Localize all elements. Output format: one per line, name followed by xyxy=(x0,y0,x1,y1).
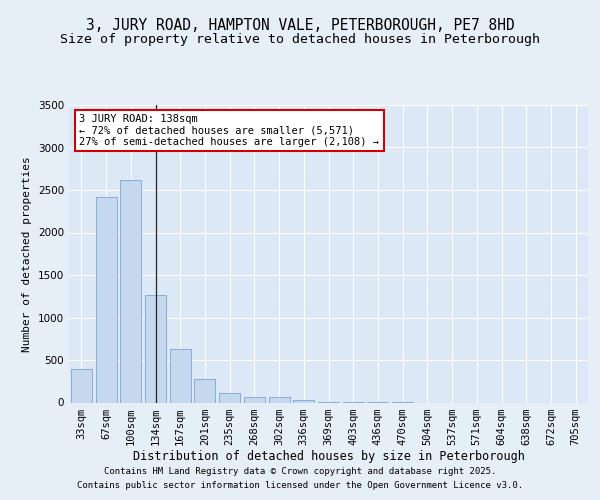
Text: Size of property relative to detached houses in Peterborough: Size of property relative to detached ho… xyxy=(60,32,540,46)
Bar xyxy=(95,197,116,402)
X-axis label: Distribution of detached houses by size in Peterborough: Distribution of detached houses by size … xyxy=(133,450,524,464)
Bar xyxy=(219,392,240,402)
Bar xyxy=(170,349,191,403)
Bar xyxy=(145,294,166,403)
Bar xyxy=(244,398,265,402)
Text: 3 JURY ROAD: 138sqm
← 72% of detached houses are smaller (5,571)
27% of semi-det: 3 JURY ROAD: 138sqm ← 72% of detached ho… xyxy=(79,114,379,147)
Bar xyxy=(71,368,92,402)
Text: Contains HM Land Registry data © Crown copyright and database right 2025.: Contains HM Land Registry data © Crown c… xyxy=(104,467,496,476)
Bar xyxy=(120,180,141,402)
Y-axis label: Number of detached properties: Number of detached properties xyxy=(22,156,32,352)
Text: Contains public sector information licensed under the Open Government Licence v3: Contains public sector information licen… xyxy=(77,481,523,490)
Text: 3, JURY ROAD, HAMPTON VALE, PETERBOROUGH, PE7 8HD: 3, JURY ROAD, HAMPTON VALE, PETERBOROUGH… xyxy=(86,18,514,32)
Bar xyxy=(194,378,215,402)
Bar xyxy=(269,398,290,402)
Bar xyxy=(293,400,314,402)
